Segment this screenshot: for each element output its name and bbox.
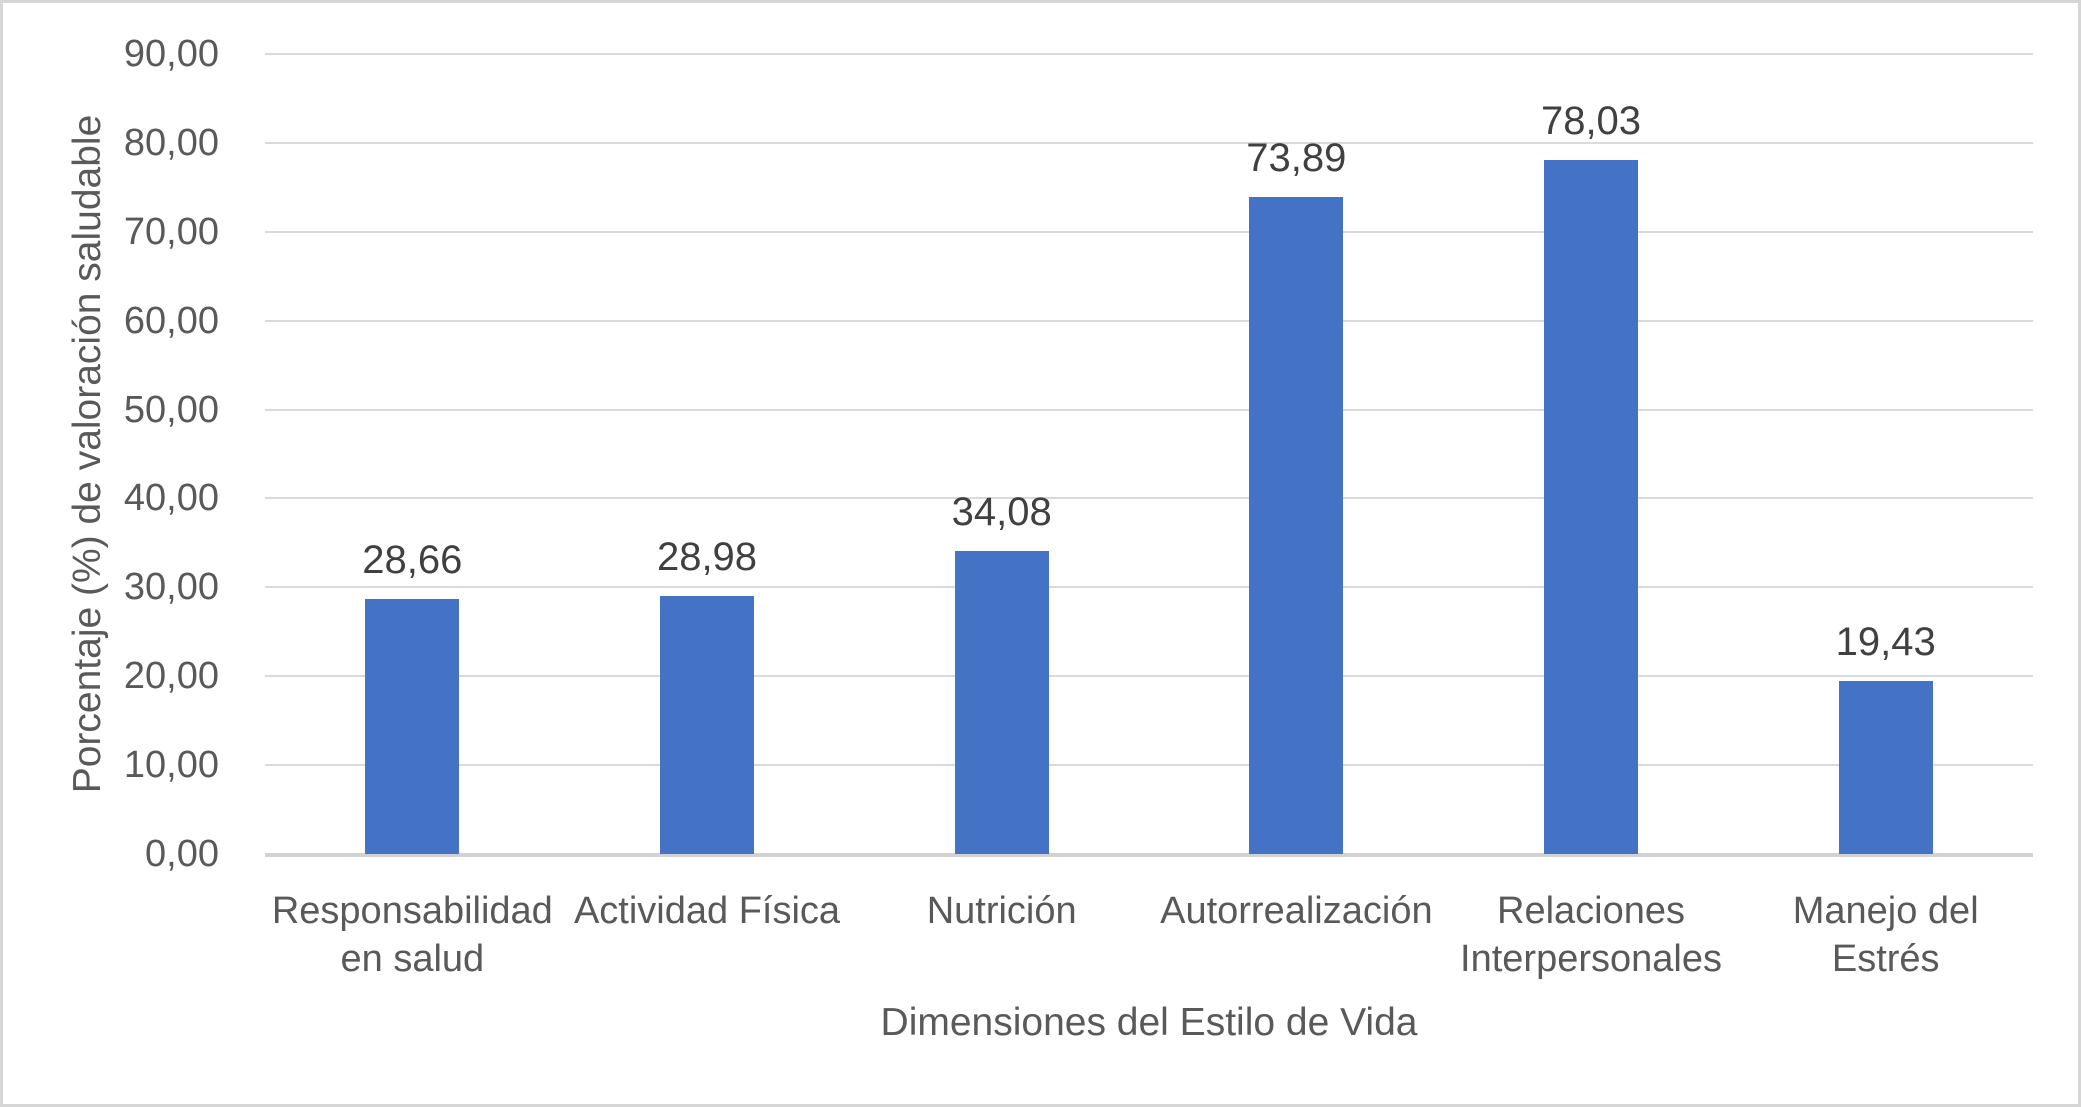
- y-axis-tick-label: 90,00: [123, 33, 219, 75]
- bar: [954, 551, 1049, 854]
- bar-value-label: 28,66: [362, 538, 463, 583]
- y-axis-tick-label: 20,00: [123, 655, 219, 698]
- x-category-label: Actividad Física: [573, 890, 841, 932]
- y-axis-tick-label: 50,00: [123, 388, 219, 431]
- bar: [1544, 160, 1638, 854]
- gridline: [265, 497, 2033, 500]
- bar-value-label: 19,43: [1835, 620, 1936, 665]
- y-axis-tick-label: 10,00: [123, 744, 219, 787]
- gridline: [265, 408, 2033, 411]
- x-axis-title: Dimensiones del Estilo de Vida: [880, 1001, 1418, 1044]
- gridline: [265, 230, 2033, 233]
- y-axis-tick-label: 60,00: [123, 299, 219, 342]
- plot-area: 28,66 28,98 34,08 73,89 78,03 19,43: [265, 53, 2033, 857]
- x-category-label: Relaciones Interpersonales: [1460, 890, 1722, 980]
- y-axis-tick-label: 40,00: [123, 477, 219, 520]
- y-axis-title: Porcentaje (%) de valoración saludable: [66, 114, 109, 794]
- gridline: [265, 764, 2033, 767]
- gridline: [265, 586, 2033, 589]
- x-category-label: Responsabilidad en salud: [271, 890, 553, 980]
- y-axis-tick-label: 70,00: [123, 210, 219, 253]
- bar-value-label: 78,03: [1540, 99, 1642, 144]
- x-category-label: Autorrealización: [1160, 890, 1433, 932]
- gridline: [265, 319, 2033, 322]
- bar: [1249, 197, 1344, 854]
- gridline: [265, 53, 2033, 55]
- gridline: [265, 141, 2033, 144]
- x-category-label: Nutrición: [926, 890, 1077, 932]
- y-axis-tick-label: 30,00: [123, 566, 219, 609]
- bar-value-label: 73,89: [1246, 136, 1347, 181]
- x-axis-line: [265, 853, 2033, 857]
- gridline: [265, 675, 2033, 678]
- bar: [1838, 681, 1933, 854]
- bar: [660, 596, 754, 854]
- x-category-label: Manejo del Estrés: [1792, 890, 1979, 980]
- bar: [365, 599, 460, 854]
- y-axis-tick-label: 0,00: [145, 833, 219, 875]
- y-axis-tick-label: 80,00: [123, 121, 219, 164]
- x-axis-category-labels: Responsabilidad en salud Actividad Física…: [265, 887, 2033, 983]
- bar-value-label: 28,98: [656, 535, 758, 580]
- bar-value-label: 34,08: [951, 490, 1052, 535]
